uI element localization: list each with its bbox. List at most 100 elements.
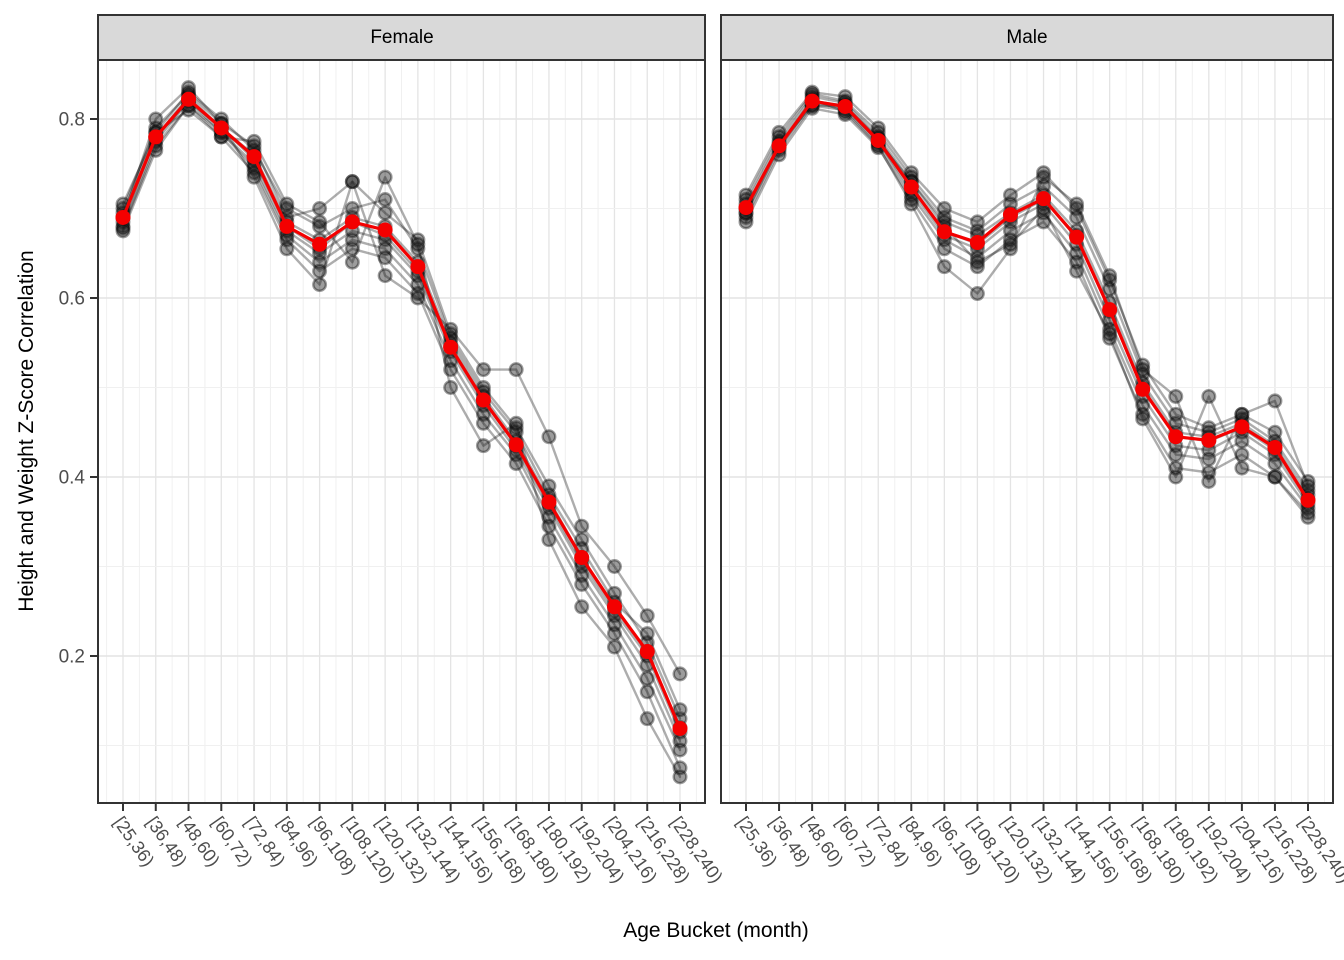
gray-series-point [279,241,295,257]
mean-series-point [1300,492,1316,508]
gray-series-point [541,532,557,548]
gray-series-point [1102,330,1118,346]
mean-series-point [771,138,787,154]
gray-series-point [508,362,524,378]
gray-series-point [672,742,688,758]
y-tick-label: 0.8 [59,110,85,131]
gray-series-point [969,254,985,270]
mean-series-point [148,129,164,145]
gray-series-point [639,626,655,642]
gray-series-point [1168,469,1184,485]
gray-series-point [1300,478,1316,494]
facet-strip-label-male: Male [1006,27,1048,48]
gray-series-point [475,415,491,431]
gray-series-point [312,254,328,270]
mean-series-point [246,149,262,165]
mean-series-point [606,599,622,615]
y-tick-label: 0.4 [59,468,86,489]
gray-series-point [312,263,328,279]
gray-series-point [344,232,360,248]
gray-series-point [115,223,131,239]
gray-series-point [606,626,622,642]
gray-series-point [475,406,491,422]
gray-series-point [1102,268,1118,284]
gray-series-line [744,107,1310,519]
gray-series-point [1069,263,1085,279]
gray-series-point [410,232,426,248]
gray-series-point [1267,469,1283,485]
gray-series-point [606,617,622,633]
gray-series-point [574,567,590,583]
mean-series-point [639,644,655,660]
mean-series-point [377,222,393,238]
gray-series-point [377,169,393,185]
gray-series-point [344,254,360,270]
gray-series-point [1135,362,1151,378]
gray-series-line [744,92,1310,492]
gray-series-point [246,169,262,185]
gray-series-point [344,241,360,257]
gray-series-point [541,478,557,494]
gray-series-point [377,192,393,208]
gray-series-point [443,380,459,396]
gray-series-point [574,599,590,615]
mean-series-point [213,120,229,136]
gray-series-point [148,111,164,127]
gray-series-point [1135,357,1151,373]
mean-series-point [1267,439,1283,455]
gray-series-point [639,711,655,727]
gray-series-line [744,90,1310,483]
mean-series-point [279,218,295,234]
gray-series-point [1002,232,1018,248]
gray-series-point [1267,424,1283,440]
x-axis-title: Age Bucket (month) [623,919,809,942]
gray-series-point [508,420,524,436]
mean-series-point [475,392,491,408]
gray-series-point [1201,451,1217,467]
gray-series-point [541,518,557,534]
gray-series-point [344,174,360,190]
gray-series-point [475,362,491,378]
gray-series-point [377,268,393,284]
gray-series-point [969,250,985,266]
gray-series-point [1234,433,1250,449]
gray-series-point [377,250,393,266]
gray-series-point [1102,321,1118,337]
gray-series-point [574,576,590,592]
mean-series-point [443,339,459,355]
gray-series-point [1036,165,1052,181]
gray-series-point [508,456,524,472]
gray-series-point [1201,388,1217,404]
mean-series-point [541,494,557,510]
gray-series-point [738,214,754,230]
mean-series-point [1002,207,1018,223]
gray-series-point [312,277,328,293]
gray-series-point [903,196,919,212]
gray-series-point [606,559,622,575]
panel-female: [25,36)[36,48)[48,60)[60,72)[72,84)[84,9… [59,14,727,887]
gray-series-point [672,760,688,776]
mean-series-point [672,720,688,736]
gray-series-point [344,174,360,190]
gray-series-point [1234,406,1250,422]
gray-series-point [1069,196,1085,212]
gray-series-point [1135,406,1151,422]
gray-series-point [639,670,655,686]
gray-series-point [969,259,985,275]
y-axis-title: Height and Weight Z-Score Correlation [15,250,38,612]
gray-series-point [1300,473,1316,489]
gray-series-point [1300,509,1316,525]
gray-series-point [1168,406,1184,422]
gray-series-point [639,684,655,700]
gray-series-point [969,286,985,302]
mean-series-point [936,224,952,240]
y-tick-label: 0.2 [59,647,85,668]
gray-series-point [279,200,295,216]
panel-male: [25,36)[36,48)[48,60)[60,72)[72,84)[84,9… [720,14,1344,887]
gray-series-point [508,415,524,431]
gray-series-point [1168,460,1184,476]
gray-series-point [1135,397,1151,413]
gray-series-point [1168,447,1184,463]
gray-series-point [936,209,952,225]
mean-series-point [738,200,754,216]
